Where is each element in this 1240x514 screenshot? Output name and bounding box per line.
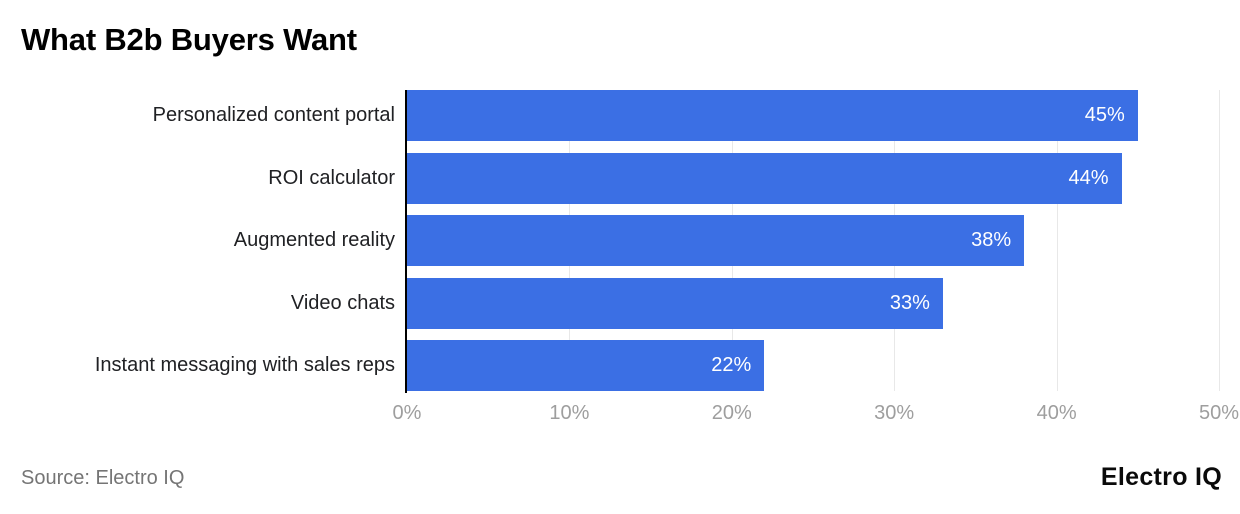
bar: 38% — [407, 215, 1025, 266]
category-label: ROI calculator — [268, 166, 395, 189]
bar: 45% — [407, 90, 1138, 141]
y-axis-line — [405, 90, 407, 393]
brand-logo: Electro IQ — [1100, 463, 1222, 491]
x-axis: 0% 10% 20% 30% 40% 50% — [393, 402, 1239, 428]
x-axis-tick-label: 30% — [874, 402, 915, 424]
bar-value-label: 38% — [971, 229, 1012, 251]
category-label: Instant messaging with sales reps — [94, 354, 395, 376]
bar-row: 38% — [407, 215, 1219, 266]
category-label: Personalized content portal — [152, 104, 395, 126]
category-axis-labels: Personalized content portal ROI calculato… — [0, 90, 395, 391]
category-label: Video chats — [290, 291, 395, 314]
bar-value-label: 33% — [889, 291, 930, 314]
bar: 22% — [407, 340, 765, 391]
x-axis-tick-label: 0% — [392, 402, 422, 424]
x-axis-tick-label: 50% — [1198, 402, 1240, 424]
gridline — [1056, 90, 1058, 391]
bar: 33% — [407, 277, 943, 329]
x-axis-tick-label: 40% — [1036, 402, 1077, 424]
gridline — [1219, 90, 1220, 391]
category-label: Augmented reality — [233, 229, 395, 251]
bar-row: 22% — [407, 340, 1219, 391]
bar-value-label: 44% — [1068, 166, 1109, 189]
bar-row: 33% — [407, 277, 1219, 329]
chart-title: What B2b Buyers Want — [21, 22, 357, 57]
bar-series: 45% 44% 38% 33% 22% — [407, 90, 1219, 391]
bar-row: 44% — [407, 152, 1219, 204]
bar-row: 45% — [407, 90, 1219, 141]
bar-value-label: 22% — [711, 354, 752, 376]
bar-chart-plot-area: 45% 44% 38% 33% 22% — [405, 90, 1220, 393]
bar-value-label: 45% — [1084, 104, 1125, 126]
x-axis-tick-label: 20% — [711, 402, 752, 424]
x-axis-tick-label: 10% — [549, 402, 590, 424]
bar: 44% — [407, 152, 1122, 204]
source-note: Source: Electro IQ — [21, 467, 185, 489]
